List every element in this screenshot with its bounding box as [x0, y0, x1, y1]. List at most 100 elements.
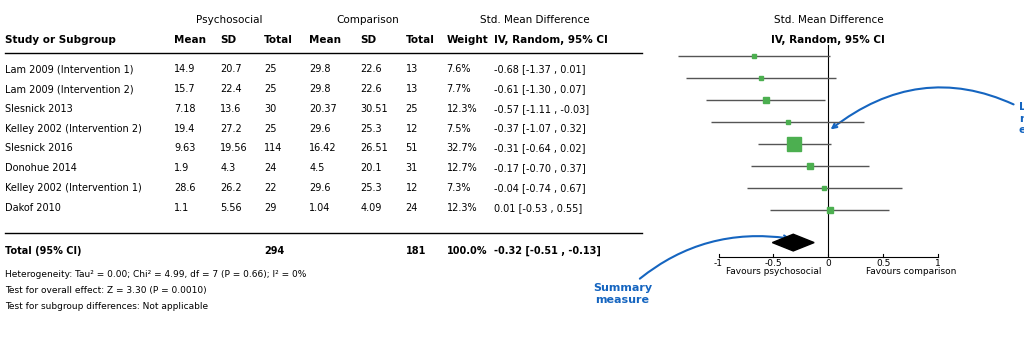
Text: Summary
measure: Summary measure [593, 235, 788, 305]
Text: Comparison: Comparison [336, 15, 399, 25]
Text: -0.17 [-0.70 , 0.37]: -0.17 [-0.70 , 0.37] [494, 163, 586, 173]
Text: -0.32 [-0.51 , -0.13]: -0.32 [-0.51 , -0.13] [494, 246, 600, 256]
Text: 28.6: 28.6 [174, 183, 196, 193]
Text: Lam 2009 (Intervention 1): Lam 2009 (Intervention 1) [5, 64, 133, 74]
Text: Line of
no
effect: Line of no effect [833, 87, 1024, 135]
Text: -0.31 [-0.64 , 0.02]: -0.31 [-0.64 , 0.02] [494, 143, 585, 153]
Text: 7.5%: 7.5% [446, 124, 471, 134]
Text: 25: 25 [264, 124, 276, 134]
Text: 7.6%: 7.6% [446, 64, 471, 74]
Text: 0: 0 [825, 259, 831, 268]
Text: Slesnick 2016: Slesnick 2016 [5, 143, 73, 153]
Text: 32.7%: 32.7% [446, 143, 477, 153]
Text: -0.5: -0.5 [765, 259, 782, 268]
Text: Total: Total [406, 35, 434, 44]
Text: 13: 13 [406, 64, 418, 74]
Text: 7.18: 7.18 [174, 104, 196, 114]
Text: Dakof 2010: Dakof 2010 [5, 203, 61, 213]
Text: Psychosocial: Psychosocial [197, 15, 262, 25]
Text: 100.0%: 100.0% [446, 246, 487, 256]
Text: Test for subgroup differences: Not applicable: Test for subgroup differences: Not appli… [5, 302, 208, 311]
Text: Donohue 2014: Donohue 2014 [5, 163, 77, 173]
Text: -0.57 [-1.11 , -0.03]: -0.57 [-1.11 , -0.03] [494, 104, 589, 114]
Text: 20.7: 20.7 [220, 64, 242, 74]
Text: Slesnick 2013: Slesnick 2013 [5, 104, 73, 114]
Text: 30: 30 [264, 104, 276, 114]
Text: 29.6: 29.6 [309, 124, 331, 134]
Text: 24: 24 [406, 203, 418, 213]
Text: 12.3%: 12.3% [446, 203, 477, 213]
Text: 4.09: 4.09 [360, 203, 382, 213]
Text: Total: Total [264, 35, 293, 44]
Text: 12: 12 [406, 124, 418, 134]
Text: Std. Mean Difference: Std. Mean Difference [479, 15, 590, 25]
Text: 19.4: 19.4 [174, 124, 196, 134]
Text: SD: SD [220, 35, 237, 44]
Text: Study or Subgroup: Study or Subgroup [5, 35, 116, 44]
Text: Mean: Mean [309, 35, 341, 44]
Text: 25: 25 [264, 64, 276, 74]
Text: 7.7%: 7.7% [446, 84, 471, 94]
Text: 12.7%: 12.7% [446, 163, 477, 173]
Text: -0.04 [-0.74 , 0.67]: -0.04 [-0.74 , 0.67] [494, 183, 585, 193]
Text: 25: 25 [406, 104, 418, 114]
Text: 13.6: 13.6 [220, 104, 242, 114]
Text: Mean: Mean [174, 35, 206, 44]
Text: 16.42: 16.42 [309, 143, 337, 153]
Text: 1.9: 1.9 [174, 163, 189, 173]
Text: 20.37: 20.37 [309, 104, 337, 114]
Text: 31: 31 [406, 163, 418, 173]
Text: -1: -1 [714, 259, 723, 268]
Text: Favours comparison: Favours comparison [865, 267, 956, 276]
Text: IV, Random, 95% CI: IV, Random, 95% CI [771, 35, 886, 44]
Text: 22.6: 22.6 [360, 64, 382, 74]
Text: 51: 51 [406, 143, 418, 153]
Text: 114: 114 [264, 143, 283, 153]
Text: 9.63: 9.63 [174, 143, 196, 153]
Text: 7.3%: 7.3% [446, 183, 471, 193]
Text: Std. Mean Difference: Std. Mean Difference [773, 15, 884, 25]
Text: 1.1: 1.1 [174, 203, 189, 213]
Text: 1.04: 1.04 [309, 203, 331, 213]
Text: Total (95% CI): Total (95% CI) [5, 246, 82, 256]
Text: 0.5: 0.5 [877, 259, 891, 268]
Text: 29.8: 29.8 [309, 84, 331, 94]
Text: 27.2: 27.2 [220, 124, 242, 134]
Text: -0.68 [-1.37 , 0.01]: -0.68 [-1.37 , 0.01] [494, 64, 585, 74]
Text: 12.3%: 12.3% [446, 104, 477, 114]
Text: 294: 294 [264, 246, 285, 256]
Polygon shape [772, 234, 814, 251]
Text: 29: 29 [264, 203, 276, 213]
Text: 12: 12 [406, 183, 418, 193]
Text: 0.01 [-0.53 , 0.55]: 0.01 [-0.53 , 0.55] [494, 203, 582, 213]
Text: 1: 1 [936, 259, 941, 268]
Text: 29.8: 29.8 [309, 64, 331, 74]
Text: 25.3: 25.3 [360, 124, 382, 134]
Text: 5.56: 5.56 [220, 203, 242, 213]
Text: Test for overall effect: Z = 3.30 (P = 0.0010): Test for overall effect: Z = 3.30 (P = 0… [5, 286, 207, 295]
Text: SD: SD [360, 35, 377, 44]
Text: 24: 24 [264, 163, 276, 173]
Text: 22.6: 22.6 [360, 84, 382, 94]
Text: IV, Random, 95% CI: IV, Random, 95% CI [494, 35, 607, 44]
Text: 20.1: 20.1 [360, 163, 382, 173]
Text: Lam 2009 (Intervention 2): Lam 2009 (Intervention 2) [5, 84, 134, 94]
Text: Kelley 2002 (Intervention 2): Kelley 2002 (Intervention 2) [5, 124, 142, 134]
Text: 29.6: 29.6 [309, 183, 331, 193]
Text: 25.3: 25.3 [360, 183, 382, 193]
Text: Weight: Weight [446, 35, 488, 44]
Text: -0.37 [-1.07 , 0.32]: -0.37 [-1.07 , 0.32] [494, 124, 586, 134]
Text: 15.7: 15.7 [174, 84, 196, 94]
Text: Favours psychosocial: Favours psychosocial [726, 267, 821, 276]
Text: Heterogeneity: Tau² = 0.00; Chi² = 4.99, df = 7 (P = 0.66); I² = 0%: Heterogeneity: Tau² = 0.00; Chi² = 4.99,… [5, 271, 306, 279]
Text: 14.9: 14.9 [174, 64, 196, 74]
Text: 4.5: 4.5 [309, 163, 325, 173]
Text: -0.61 [-1.30 , 0.07]: -0.61 [-1.30 , 0.07] [494, 84, 585, 94]
Text: 26.51: 26.51 [360, 143, 388, 153]
Text: 30.51: 30.51 [360, 104, 388, 114]
Text: 22: 22 [264, 183, 276, 193]
Text: 26.2: 26.2 [220, 183, 242, 193]
Text: 22.4: 22.4 [220, 84, 242, 94]
Text: 4.3: 4.3 [220, 163, 236, 173]
Text: 19.56: 19.56 [220, 143, 248, 153]
